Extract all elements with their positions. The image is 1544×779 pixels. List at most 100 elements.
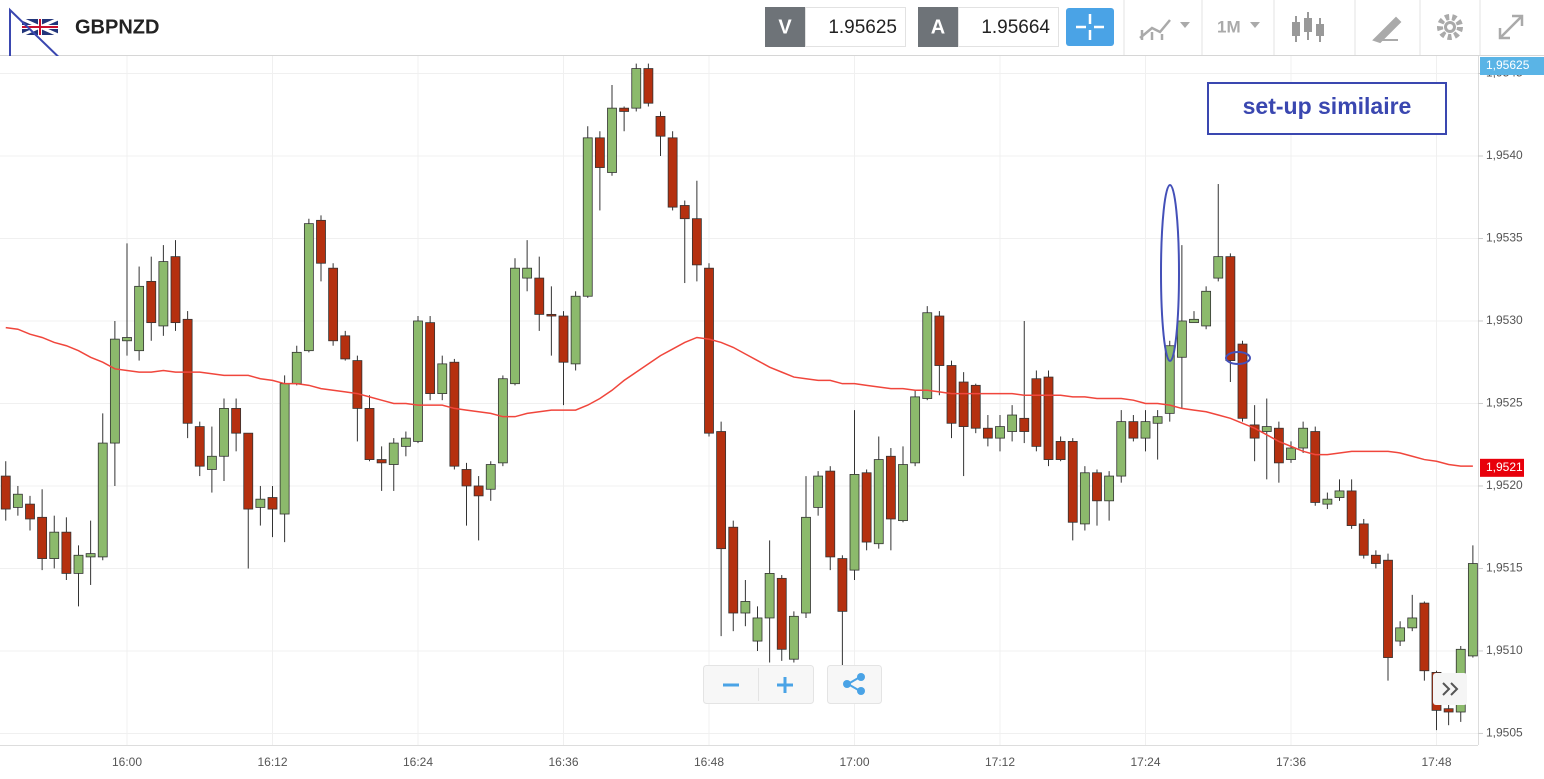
candle-body (461, 469, 472, 487)
candle-body (982, 427, 993, 439)
candle-body (1383, 559, 1393, 658)
candle-body (740, 601, 751, 614)
candle-body (1334, 490, 1345, 498)
candle-body (376, 459, 387, 464)
candle-body (1419, 602, 1430, 672)
candle-body (1152, 416, 1163, 424)
candle-body (134, 285, 145, 352)
candle-body (958, 381, 969, 427)
candle-body (122, 337, 132, 342)
candle-body (728, 526, 739, 614)
candle-body (1176, 320, 1187, 358)
candle-body (1213, 256, 1224, 279)
moving-average-line (5, 326, 1473, 467)
x-tick-label: 16:12 (257, 755, 287, 769)
candle-body (316, 219, 326, 264)
candle-body (0, 475, 11, 510)
chart-type-icon[interactable] (1139, 19, 1171, 40)
candle-body (788, 615, 799, 660)
bid-label: V (778, 16, 792, 38)
candle-body (801, 516, 811, 614)
draw-icon[interactable] (1372, 16, 1402, 44)
candle-body (619, 107, 630, 112)
candle-body (522, 267, 533, 279)
bid-marker: 1,95625 (1486, 58, 1530, 72)
bid-price: 1.95625 (828, 17, 897, 38)
settings-icon[interactable] (1437, 14, 1463, 40)
y-tick-label: 1,9530 (1486, 313, 1523, 327)
candle-body (813, 475, 824, 508)
candle-body (1128, 421, 1139, 439)
fullscreen-icon[interactable] (1498, 14, 1524, 40)
candle-body (594, 137, 605, 168)
candle-body (243, 432, 254, 510)
candle-body (534, 277, 545, 315)
candle-body (267, 497, 278, 510)
candle-body (643, 68, 654, 104)
candle-body (1055, 441, 1066, 460)
x-tick-label: 17:36 (1276, 755, 1306, 769)
y-tick-label: 1,9515 (1486, 561, 1523, 575)
candle-body (182, 318, 193, 424)
candle-body (1346, 490, 1357, 526)
candle-body (61, 531, 72, 574)
bid-badge[interactable] (765, 7, 805, 47)
candle-body (631, 68, 642, 109)
ask-box[interactable] (958, 7, 1059, 47)
candle-body (655, 115, 666, 137)
caret (1180, 22, 1190, 28)
ask-badge[interactable] (918, 7, 958, 47)
candle-body (1189, 318, 1199, 324)
share-dot (857, 673, 865, 681)
candle-body (1116, 421, 1127, 477)
candle-body (679, 205, 690, 220)
candle-body (473, 485, 484, 497)
candle-body (206, 455, 217, 470)
candle-body (934, 315, 945, 366)
candle-body (109, 338, 120, 444)
candle-body (825, 470, 836, 558)
x-tick-label: 17:48 (1421, 755, 1451, 769)
candle-body (37, 516, 48, 559)
candle-body (716, 431, 727, 550)
candle-body (970, 384, 981, 429)
symbol: GBPNZD (75, 16, 159, 38)
candle-body (85, 553, 96, 558)
candle-body (510, 267, 520, 385)
y-tick-label: 1,9540 (1486, 148, 1523, 162)
settings-icon-hole (1447, 24, 1453, 30)
x-tick-label: 16:24 (403, 755, 433, 769)
candle-body (400, 437, 411, 447)
candle-body (170, 256, 181, 324)
candle-body (1286, 447, 1296, 460)
candle-body (1092, 472, 1102, 502)
candle-body (413, 320, 423, 442)
candle-body (437, 363, 448, 394)
y-tick-label: 1,9525 (1486, 396, 1523, 410)
candle-body (1031, 378, 1042, 447)
x-tick-label: 16:48 (694, 755, 724, 769)
bid-box[interactable] (805, 7, 906, 47)
last-price-box (1480, 458, 1524, 477)
y-tick-label: 1,9520 (1486, 478, 1523, 492)
candle-body (898, 464, 908, 522)
candle-body (303, 223, 314, 352)
candle-body (1104, 475, 1115, 502)
share-button[interactable] (827, 665, 882, 704)
last-price-label: 1,9521 (1486, 460, 1523, 474)
timeframe[interactable]: 1M (1217, 17, 1241, 36)
candle-body (12, 493, 23, 508)
candle-body (146, 280, 157, 324)
crosshair-button[interactable] (1066, 8, 1114, 46)
candle-body (873, 459, 884, 545)
candle-body (1322, 498, 1333, 505)
candle-body (255, 498, 266, 508)
zoom-in[interactable] (777, 677, 793, 693)
candle-body (388, 442, 399, 465)
candle-body (73, 554, 84, 574)
annotation-ellipse (1160, 184, 1180, 362)
plot-area: 1,9505 1,9510 1,9515 1,9520 1,9525 1,9530 1,95… (0, 56, 1523, 769)
candle-body (49, 531, 60, 559)
